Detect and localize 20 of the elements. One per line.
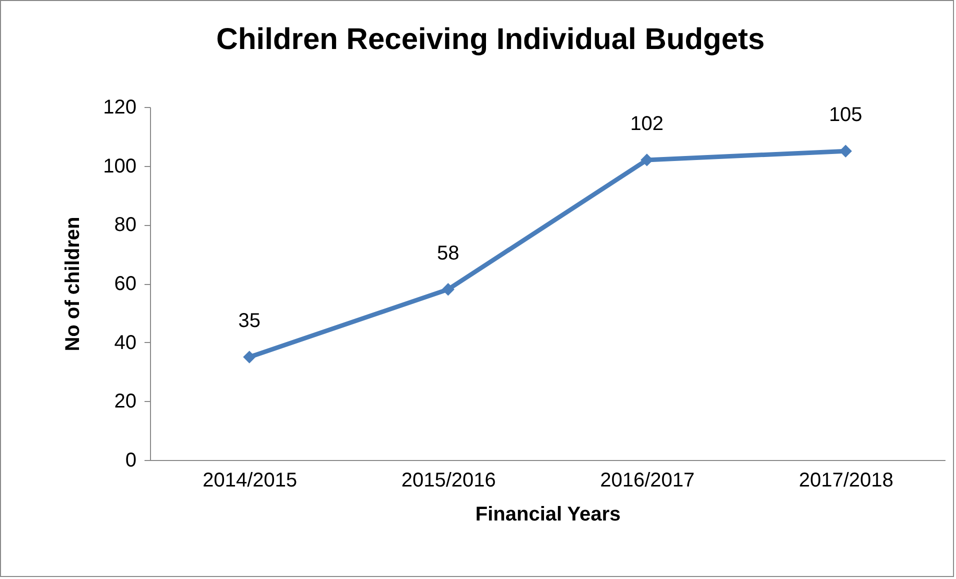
x-tick-label: 2014/2015 (202, 470, 298, 492)
y-tick-label: 80 (114, 214, 136, 236)
y-tick-label: 100 (103, 155, 136, 178)
x-tick-label: 2016/2017 (600, 470, 695, 492)
x-tick-label: 2015/2016 (401, 470, 496, 492)
data-label: 105 (828, 104, 862, 126)
data-label: 35 (238, 310, 260, 332)
x-axis-title: Financial Years (475, 504, 621, 526)
data-label: 58 (437, 242, 460, 264)
data-label: 102 (630, 112, 664, 135)
point (243, 350, 256, 364)
point (442, 283, 454, 296)
y-tick-label: 20 (114, 390, 136, 413)
chart-title: Children Receiving Individual Budgets (216, 23, 765, 56)
y-axis-title: No of children (62, 216, 84, 352)
x-tick-label: 2017/2018 (798, 470, 894, 492)
y-tick-label: 120 (103, 96, 136, 118)
y-tick-label: 60 (114, 273, 136, 295)
y-tick-label: 0 (125, 450, 136, 472)
y-tick-label: 40 (114, 332, 136, 354)
